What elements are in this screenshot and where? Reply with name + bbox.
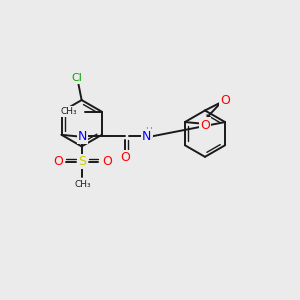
Text: CH₃: CH₃ <box>60 107 77 116</box>
Text: N: N <box>78 130 87 143</box>
Text: O: O <box>120 151 130 164</box>
Text: O: O <box>200 118 210 131</box>
Text: O: O <box>220 94 230 107</box>
Text: S: S <box>78 155 86 168</box>
Text: O: O <box>53 155 63 168</box>
Text: O: O <box>102 155 112 168</box>
Text: N: N <box>142 130 151 143</box>
Text: CH₃: CH₃ <box>74 180 91 189</box>
Text: Cl: Cl <box>71 73 82 83</box>
Text: H: H <box>145 128 152 136</box>
